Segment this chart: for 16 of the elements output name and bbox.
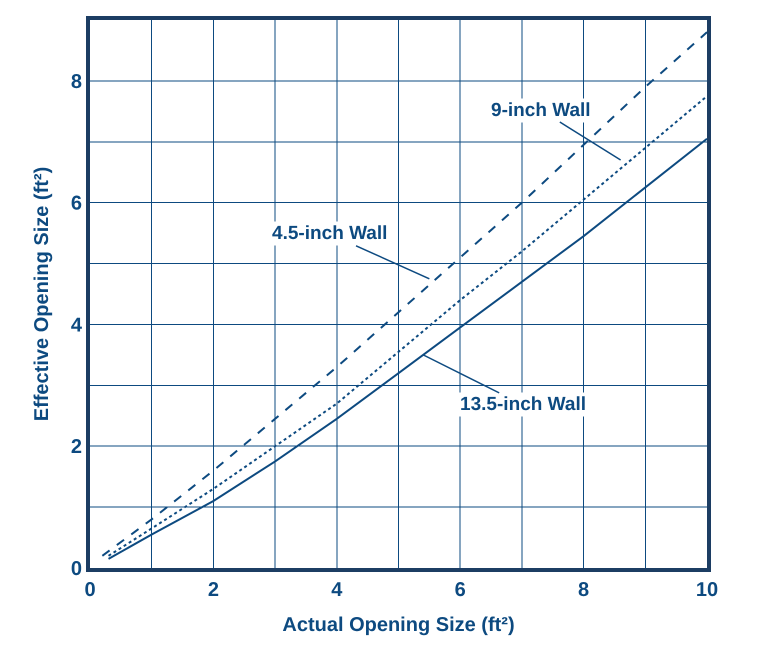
x-tick-label: 4 bbox=[331, 579, 344, 601]
y-tick-label: 0 bbox=[70, 558, 82, 580]
annotation: 13.5-inch Wall bbox=[460, 394, 586, 415]
x-tick-label: 10 bbox=[696, 579, 718, 601]
x-tick-label: 2 bbox=[208, 579, 219, 601]
annotation: 9-inch Wall bbox=[491, 100, 591, 121]
y-tick-label: 4 bbox=[70, 314, 83, 336]
annotation: 4.5-inch Wall bbox=[272, 223, 388, 244]
y-tick-label: 8 bbox=[70, 70, 82, 93]
x-tick-label: 0 bbox=[84, 579, 96, 601]
y-tick-label: 2 bbox=[70, 436, 82, 458]
x-tick-label: 8 bbox=[578, 579, 590, 601]
x-axis-title: Actual Opening Size (ft²) bbox=[282, 614, 515, 636]
x-tick-label: 6 bbox=[454, 579, 466, 601]
y-tick-label: 6 bbox=[70, 192, 82, 215]
y-axis-title: Effective Opening Size (ft²) bbox=[30, 166, 53, 422]
